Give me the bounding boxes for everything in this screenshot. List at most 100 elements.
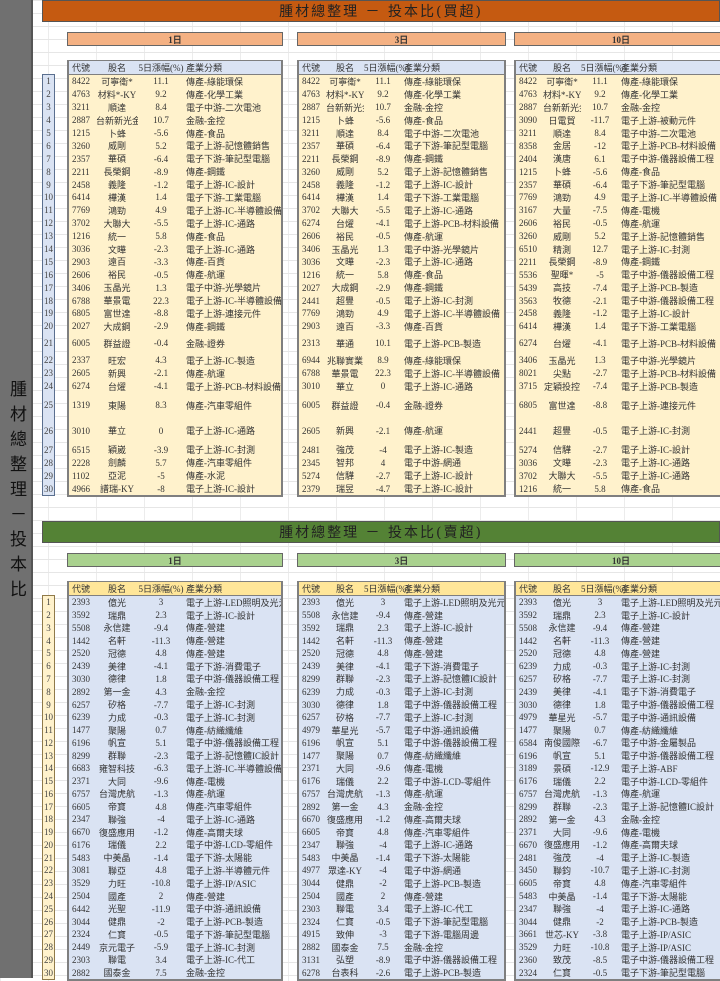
table-row[interactable]: 7769 鴻勁 4.9 電子上游-IC-半導體設備 bbox=[299, 307, 504, 320]
table-row[interactable]: 1442 名軒 -11.3 傳產-營建 bbox=[299, 634, 504, 647]
table-row[interactable]: 6196 帆宣 5.1 電子中游-儀器設備工程 bbox=[516, 749, 720, 762]
table-row[interactable]: 6176 瑞儀 2.2 電子中游-LCD-零組件 bbox=[516, 775, 720, 788]
table-row[interactable]: 2324 仁寶 -0.5 電子下游-筆記型電腦 bbox=[69, 928, 281, 941]
table-row[interactable]: 3131 弘塑 -8.9 電子中游-儀器設備工程 bbox=[299, 953, 504, 966]
column-header-code[interactable]: 代號 bbox=[72, 63, 91, 73]
table-row[interactable]: 3081 聯亞 4.8 電子上游-半導體元件 bbox=[69, 864, 281, 877]
table-row[interactable]: 2211 長榮鋼 -8.9 傳產-鋼鐵 bbox=[516, 255, 720, 268]
table-row[interactable]: 6176 瑞儀 2.2 電子中游-LCD-零組件 bbox=[69, 839, 281, 852]
table-row[interactable]: 1442 名軒 -11.3 傳產-營建 bbox=[69, 634, 281, 647]
table-row[interactable]: 3260 威剛 5.2 電子上游-記憶體銷售 bbox=[516, 230, 720, 243]
table-row[interactable]: 2303 聯電 3.4 電子上游-IC-代工 bbox=[299, 902, 504, 915]
table-row[interactable]: 2357 華碩 -6.4 電子下游-筆記型電腦 bbox=[516, 178, 720, 191]
table-row[interactable]: 3529 力旺 -10.8 電子上游-IP/ASIC bbox=[69, 877, 281, 890]
table-row[interactable]: 1102 亞泥 -5 傳產-水泥 bbox=[69, 469, 281, 482]
table-row[interactable]: 1477 聚陽 0.7 傳產-紡織纖維 bbox=[299, 749, 504, 762]
table-row[interactable]: 2520 冠德 4.8 傳產-營建 bbox=[299, 647, 504, 660]
table-row[interactable]: 2347 聯強 -4 電子上游-IC-通路 bbox=[299, 839, 504, 852]
table-row[interactable]: 3406 玉晶光 1.3 電子中游-光學鏡片 bbox=[69, 281, 281, 294]
table-row[interactable]: 2393 億光 3 電子上游-LED照明及光元件 bbox=[299, 596, 504, 609]
column-header-chg[interactable]: 5日漲幅(%) bbox=[138, 584, 184, 594]
table-row[interactable]: 3702 大聯大 -5.5 電子上游-IC-通路 bbox=[516, 469, 720, 482]
column-header-name[interactable]: 股名 bbox=[107, 63, 126, 73]
table-row[interactable]: 6196 帆宣 5.1 電子中游-儀器設備工程 bbox=[299, 736, 504, 749]
column-header-name[interactable]: 股名 bbox=[335, 63, 354, 73]
table-row[interactable]: 2520 冠德 4.8 傳產-營建 bbox=[516, 647, 720, 660]
table-row[interactable]: 3044 健鼎 -2 電子上游-PCB-製造 bbox=[516, 915, 720, 928]
column-header-code[interactable]: 代號 bbox=[72, 584, 91, 594]
table-row[interactable]: 3260 威剛 5.2 電子上游-記憶體銷售 bbox=[69, 139, 281, 152]
column-header-name[interactable]: 股名 bbox=[552, 63, 571, 73]
table-row[interactable]: 5483 中美晶 -1.4 電子下游-太陽能 bbox=[299, 851, 504, 864]
table-row[interactable]: 6005 群益證 -0.4 金融-證券 bbox=[69, 333, 281, 354]
table-row[interactable]: 2357 華碩 -6.4 電子下游-筆記型電腦 bbox=[69, 152, 281, 165]
table-row[interactable]: 7769 鴻勁 4.9 電子上游-IC-半導體設備 bbox=[69, 204, 281, 217]
table-row[interactable]: 3036 文曄 -2.3 電子上游-IC-通路 bbox=[69, 243, 281, 256]
column-header-code[interactable]: 代號 bbox=[519, 584, 538, 594]
table-row[interactable]: 1215 卜蜂 -5.6 傳產-食品 bbox=[69, 127, 281, 140]
table-row[interactable]: 2441 超豐 -0.5 電子上游-IC-封測 bbox=[299, 294, 504, 307]
column-header-sector[interactable]: 產業分類 bbox=[186, 584, 223, 594]
table-row[interactable]: 3563 牧德 -2.1 電子中游-儀器設備工程 bbox=[516, 294, 720, 307]
table-row[interactable]: 3450 聯鈞 -10.7 電子上游-IC-封測 bbox=[516, 864, 720, 877]
table-row[interactable]: 4977 眾達-KY -4 電子中游-網通 bbox=[299, 864, 504, 877]
table-row[interactable]: 6005 群益證 -0.4 金融-證券 bbox=[299, 392, 504, 418]
table-row[interactable]: 3036 文曄 -2.3 電子上游-IC-通路 bbox=[299, 255, 504, 268]
table-row[interactable]: 2439 美律 -4.1 電子下游-消費電子 bbox=[69, 660, 281, 673]
table-row[interactable]: 3167 大量 -7.5 傳產-電機 bbox=[516, 204, 720, 217]
table-row[interactable]: 3030 德律 1.8 電子中游-儀器設備工程 bbox=[516, 698, 720, 711]
table-row[interactable]: 2481 強茂 -4 電子上游-IC-製造 bbox=[516, 851, 720, 864]
table-row[interactable]: 2393 億光 3 電子上游-LED照明及光元件 bbox=[69, 596, 281, 609]
table-row[interactable]: 2347 聯強 -4 電子上游-IC-通路 bbox=[69, 813, 281, 826]
table-row[interactable]: 3010 華立 0 電子上游-IC-通路 bbox=[69, 418, 281, 444]
table-row[interactable]: 1442 名軒 -11.3 傳產-營建 bbox=[516, 634, 720, 647]
table-row[interactable]: 2211 長榮鋼 -8.9 傳產-鋼鐵 bbox=[69, 165, 281, 178]
table-row[interactable]: 2439 美律 -4.1 電子下游-消費電子 bbox=[516, 685, 720, 698]
table-row[interactable]: 6584 南俊國際 -6.7 電子中游-金屬製品 bbox=[516, 736, 720, 749]
table-row[interactable]: 6670 復盛應用 -1.2 傳產-高爾夫球 bbox=[69, 826, 281, 839]
table-row[interactable]: 2887 台新新光金 10.7 金融-金控 bbox=[69, 114, 281, 127]
table-row[interactable]: 5508 永信建 -9.4 傳產-營建 bbox=[69, 622, 281, 635]
table-row[interactable]: 2458 義隆 -1.2 電子上游-IC-設計 bbox=[69, 178, 281, 191]
table-row[interactable]: 6274 台燿 -4.1 電子上游-PCB-材料設備 bbox=[299, 217, 504, 230]
table-row[interactable]: 6788 華景電 22.3 電子上游-IC-半導體設備 bbox=[69, 294, 281, 307]
table-row[interactable]: 2449 京元電子 -5.9 電子上游-IC-封測 bbox=[69, 941, 281, 954]
table-row[interactable]: 2903 遠百 -3.3 傳產-百貨 bbox=[69, 255, 281, 268]
table-row[interactable]: 8299 群聯 -2.3 電子上游-記憶體IC設計 bbox=[516, 800, 720, 813]
table-row[interactable]: 5439 高技 -7.4 電子上游-PCB-製造 bbox=[516, 281, 720, 294]
table-row[interactable]: 6788 華景電 22.3 電子上游-IC-半導體設備 bbox=[299, 367, 504, 380]
table-row[interactable]: 2371 大同 -9.6 傳產-電機 bbox=[516, 826, 720, 839]
table-row[interactable]: 3406 玉晶光 1.3 電子中游-光學鏡片 bbox=[299, 243, 504, 256]
table-row[interactable]: 6257 矽格 -7.7 電子上游-IC-封測 bbox=[516, 673, 720, 686]
column-header-chg[interactable]: 5日漲幅(%) bbox=[364, 63, 409, 73]
table-row[interactable]: 2887 台新新光金 10.7 金融-金控 bbox=[516, 101, 720, 114]
table-row[interactable]: 2027 大成鋼 -2.9 傳產-鋼鐵 bbox=[69, 320, 281, 333]
table-row[interactable]: 2360 致茂 -8.5 電子中游-儀器設備工程 bbox=[516, 953, 720, 966]
table-row[interactable]: 2892 第一金 4.3 金融-金控 bbox=[299, 800, 504, 813]
column-header-sector[interactable]: 產業分類 bbox=[621, 584, 658, 594]
table-row[interactable]: 3260 威剛 5.2 電子上游-記憶體銷售 bbox=[299, 165, 504, 178]
table-row[interactable]: 6239 力成 -0.3 電子上游-IC-封測 bbox=[299, 685, 504, 698]
table-row[interactable]: 2337 旺宏 4.3 電子上游-IC-製造 bbox=[69, 354, 281, 367]
table-row[interactable]: 6510 精測 12.7 電子上游-IC-封測 bbox=[516, 243, 720, 256]
table-row[interactable]: 3030 德律 1.8 電子中游-儀器設備工程 bbox=[69, 673, 281, 686]
table-row[interactable]: 3044 健鼎 -2 電子上游-PCB-製造 bbox=[299, 877, 504, 890]
table-row[interactable]: 2605 新興 -2.1 傳產-航運 bbox=[299, 418, 504, 444]
table-row[interactable]: 2347 聯強 -4 電子上游-IC-通路 bbox=[516, 902, 720, 915]
table-row[interactable]: 3529 力旺 -10.8 電子上游-IP/ASIC bbox=[516, 941, 720, 954]
table-row[interactable]: 6757 台灣虎航 -1.3 傳產-航運 bbox=[516, 787, 720, 800]
table-row[interactable]: 2404 漢唐 6.1 電子中游-儀器設備工程 bbox=[516, 152, 720, 165]
table-row[interactable]: 6670 復盛應用 -1.2 傳產-高爾夫球 bbox=[516, 839, 720, 852]
table-row[interactable]: 8422 可寧衛* 11.1 傳產-綠能環保 bbox=[299, 75, 504, 88]
table-row[interactable]: 5508 永信建 -9.4 傳產-營建 bbox=[299, 609, 504, 622]
column-header-chg[interactable]: 5日漲幅(%) bbox=[364, 584, 409, 594]
column-header-sector[interactable]: 產業分類 bbox=[621, 63, 658, 73]
table-row[interactable]: 2892 第一金 4.3 金融-金控 bbox=[69, 685, 281, 698]
table-row[interactable]: 2520 冠德 4.8 傳產-營建 bbox=[69, 647, 281, 660]
table-row[interactable]: 3592 瑞鼎 2.3 電子上游-IC-設計 bbox=[516, 609, 720, 622]
table-row[interactable]: 3406 玉晶光 1.3 電子中游-光學鏡片 bbox=[516, 354, 720, 367]
column-header-sector[interactable]: 產業分類 bbox=[404, 584, 441, 594]
table-row[interactable]: 1319 東陽 8.3 傳產-汽車零組件 bbox=[69, 392, 281, 418]
table-row[interactable]: 2371 大同 -9.6 傳產-電機 bbox=[299, 762, 504, 775]
table-row[interactable]: 1477 聚陽 0.7 傳產-紡織纖維 bbox=[516, 724, 720, 737]
